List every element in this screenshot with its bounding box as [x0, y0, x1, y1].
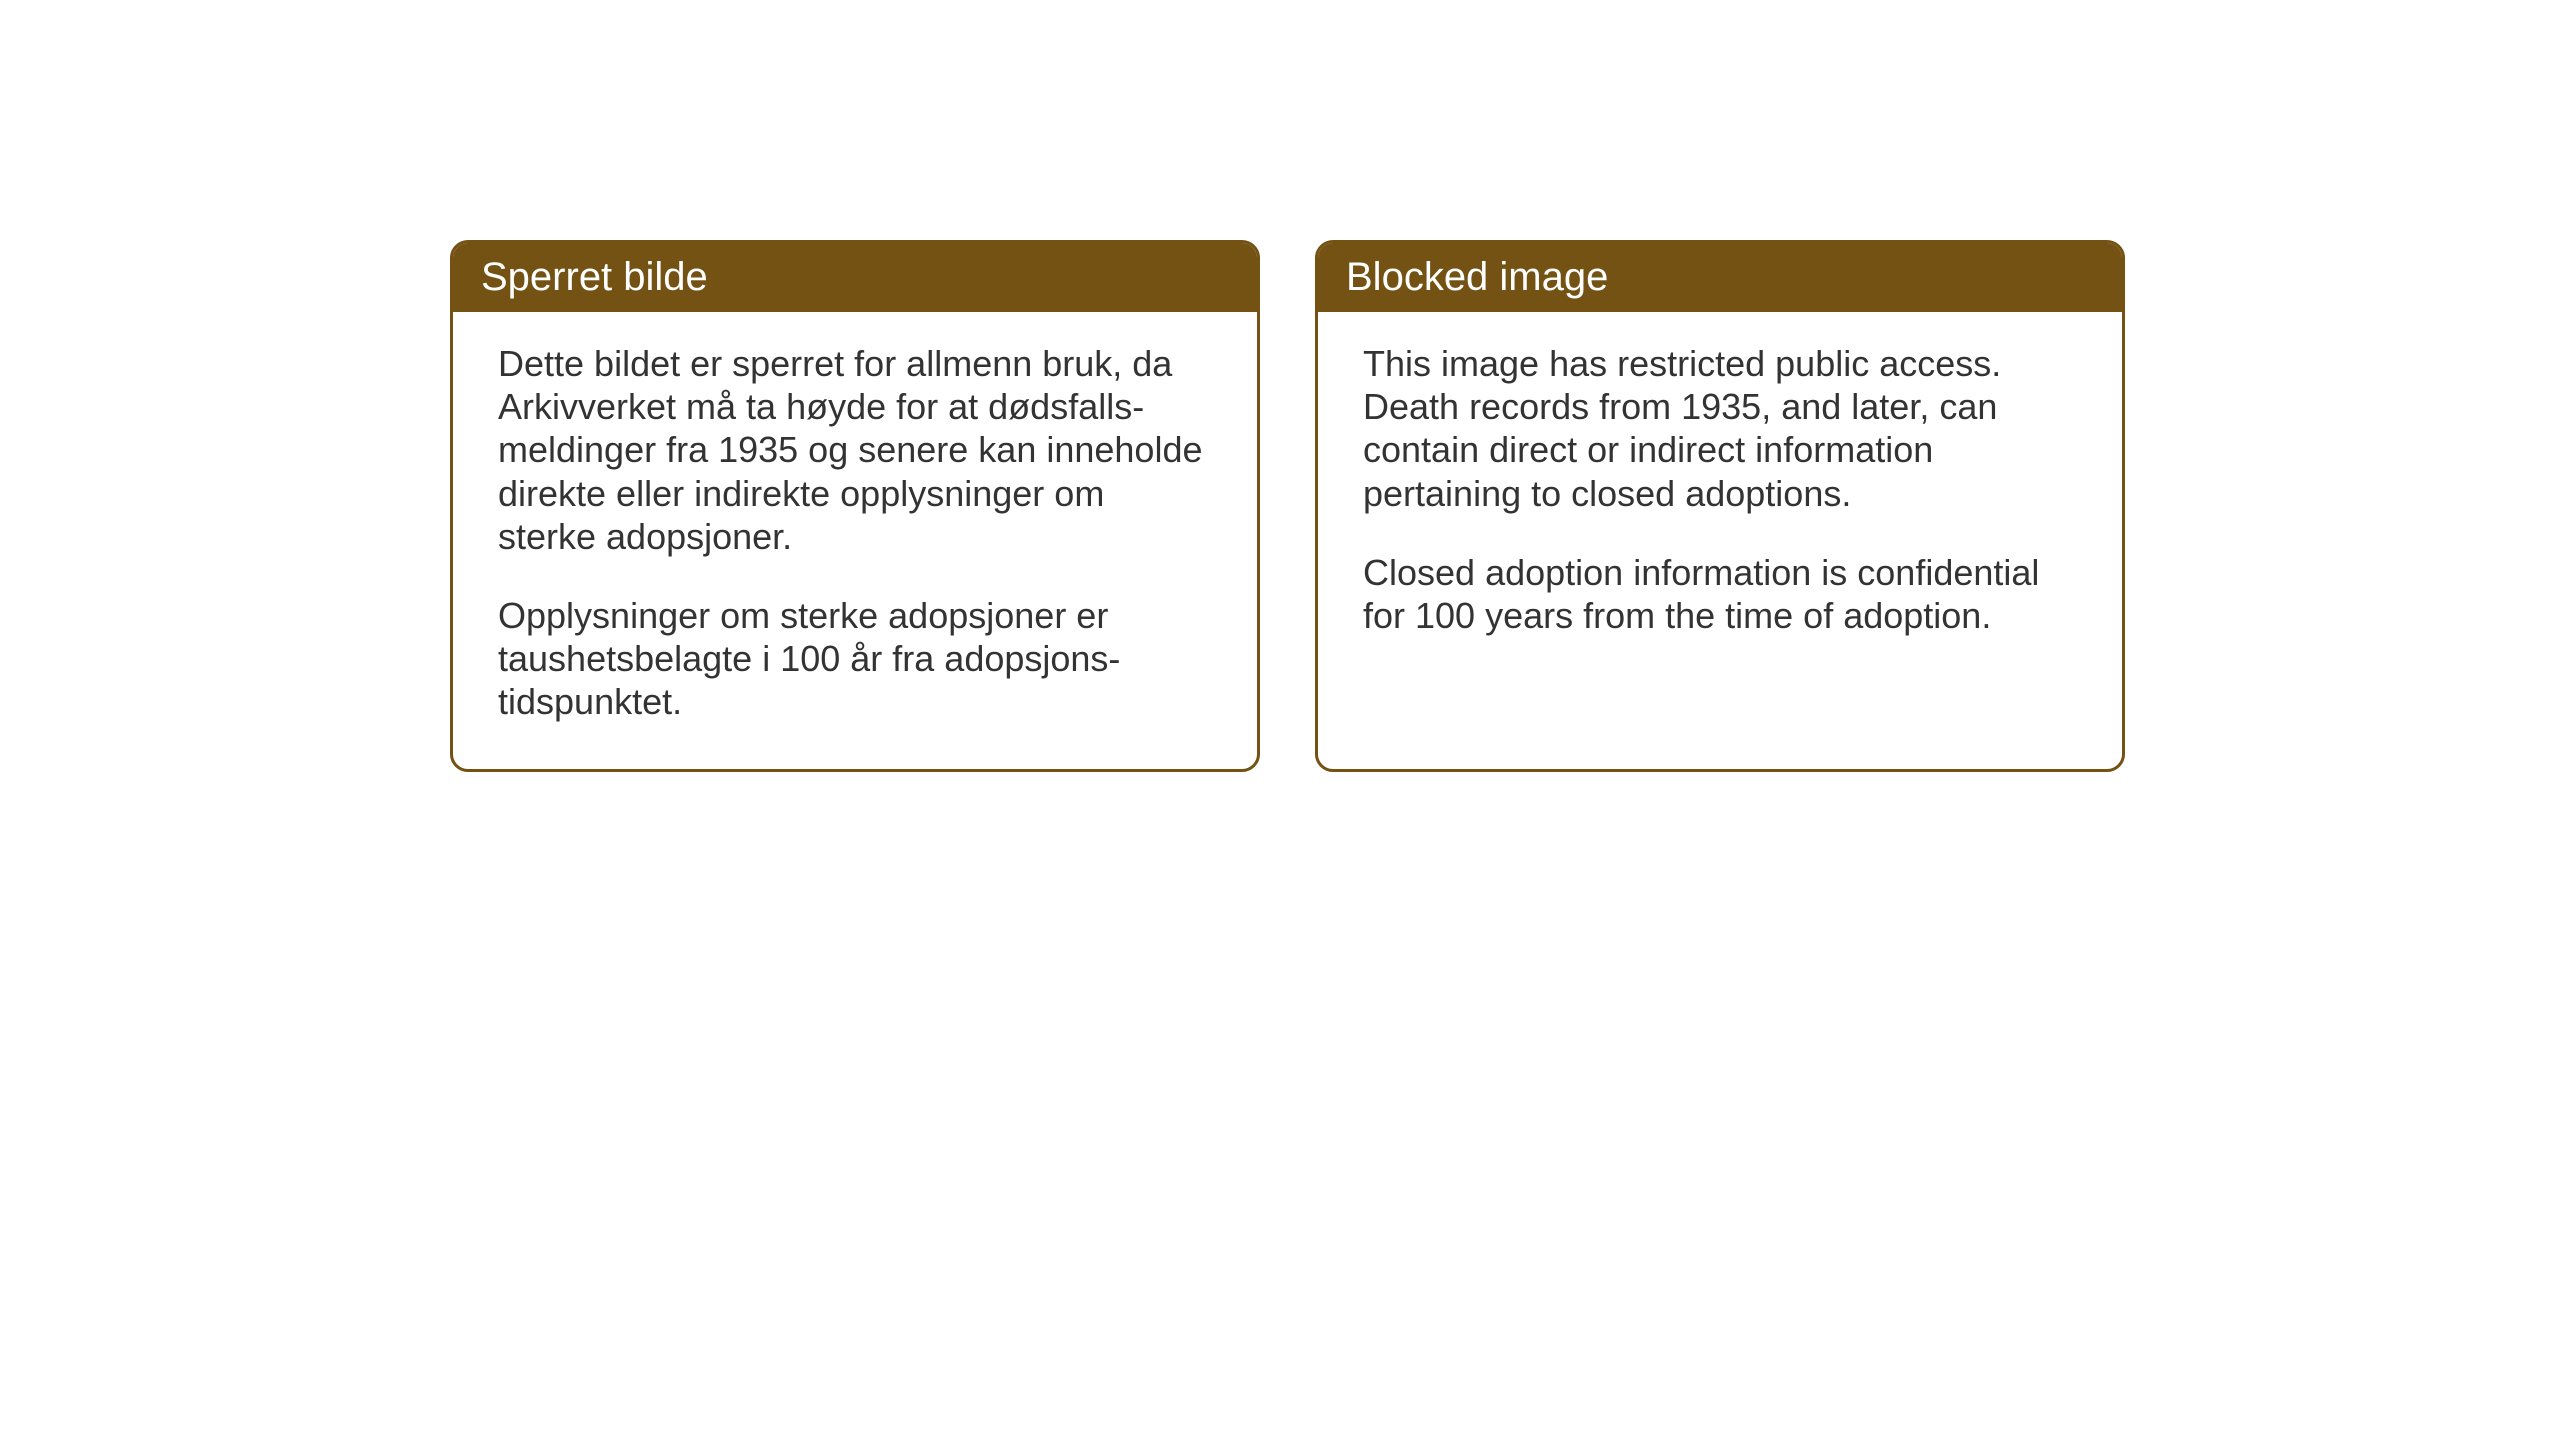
notice-paragraph-1-english: This image has restricted public access.…	[1363, 342, 2077, 515]
notice-header-norwegian: Sperret bilde	[453, 243, 1257, 312]
notice-container: Sperret bilde Dette bildet er sperret fo…	[450, 240, 2125, 772]
notice-paragraph-2-english: Closed adoption information is confident…	[1363, 551, 2077, 637]
notice-box-norwegian: Sperret bilde Dette bildet er sperret fo…	[450, 240, 1260, 772]
notice-box-english: Blocked image This image has restricted …	[1315, 240, 2125, 772]
notice-body-english: This image has restricted public access.…	[1318, 312, 2122, 682]
notice-body-norwegian: Dette bildet er sperret for allmenn bruk…	[453, 312, 1257, 769]
notice-paragraph-1-norwegian: Dette bildet er sperret for allmenn bruk…	[498, 342, 1212, 558]
notice-header-english: Blocked image	[1318, 243, 2122, 312]
notice-paragraph-2-norwegian: Opplysninger om sterke adopsjoner er tau…	[498, 594, 1212, 724]
